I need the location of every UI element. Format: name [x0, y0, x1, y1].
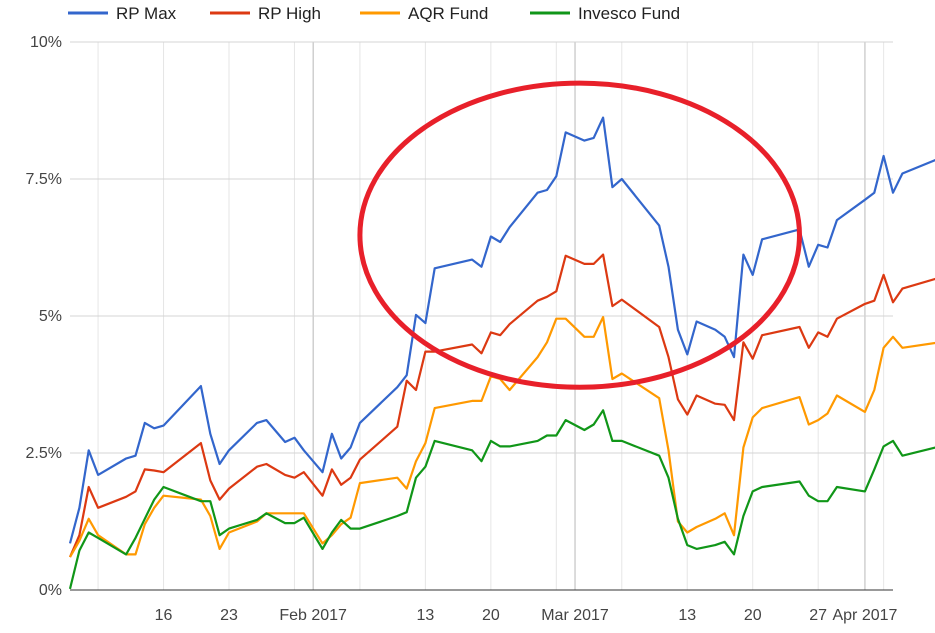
y-tick-label: 7.5%	[26, 171, 62, 188]
x-tick-label: 23	[220, 607, 238, 624]
y-tick-label: 5%	[39, 308, 62, 325]
series-line-invesco-fund	[68, 409, 935, 590]
x-tick-label: 20	[482, 607, 500, 624]
legend-label: RP Max	[116, 4, 177, 23]
x-tick-label: 27	[809, 607, 827, 624]
legend-label: AQR Fund	[408, 4, 488, 23]
x-tick-label: 16	[155, 607, 173, 624]
series-line-rp-high	[68, 253, 935, 558]
x-tick-label: Feb 2017	[279, 607, 347, 624]
y-tick-label: 2.5%	[26, 445, 62, 462]
legend: RP Max RP High AQR Fund Invesco Fund	[68, 4, 680, 23]
series-line-aqr-fund	[69, 316, 935, 558]
annotation-layer	[357, 80, 802, 390]
y-tick-label: 0%	[39, 582, 62, 599]
annotation-ellipse	[357, 80, 802, 390]
axis-layer: 0% 2.5% 5% 7.5% 10% 16 23 Feb 2017 13 20 Mar 2017 1…	[26, 34, 898, 624]
x-tick-label: Apr 2017	[832, 607, 897, 624]
series-layer	[68, 116, 935, 590]
grid-layer	[70, 41, 893, 591]
x-tick-label: 13	[678, 607, 696, 624]
x-tick-label: 20	[744, 607, 762, 624]
x-tick-label: 13	[416, 607, 434, 624]
series-line-rp-max	[68, 116, 935, 544]
x-tick-label: Mar 2017	[541, 607, 609, 624]
y-tick-label: 10%	[30, 34, 62, 51]
legend-label: RP High	[258, 4, 321, 23]
legend-label: Invesco Fund	[578, 4, 680, 23]
